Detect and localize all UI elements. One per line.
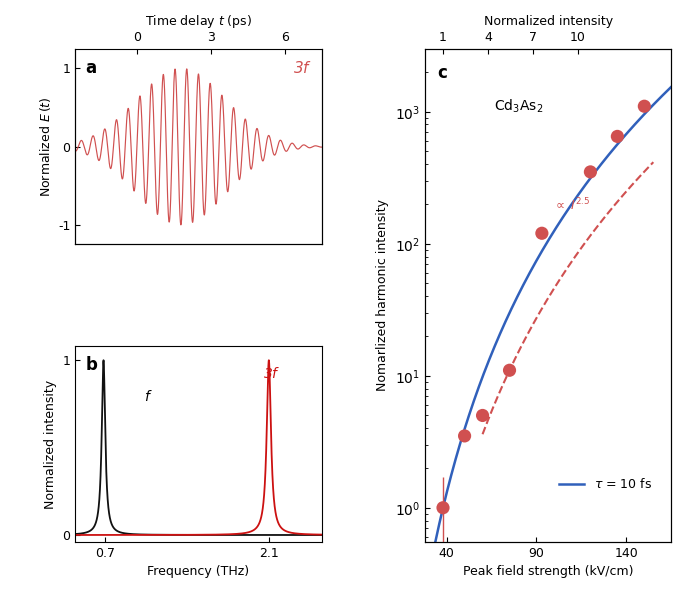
Text: $\propto$ $I^{2.5}$: $\propto$ $I^{2.5}$ [553,197,590,213]
Point [639,101,650,111]
X-axis label: Normalized intensity: Normalized intensity [484,15,612,28]
Text: $\mathbf{c}$: $\mathbf{c}$ [437,63,448,82]
Legend: $\tau$ = 10 fs: $\tau$ = 10 fs [554,473,658,496]
Point [536,228,547,238]
X-axis label: Peak field strength (kV/cm): Peak field strength (kV/cm) [463,565,634,579]
Text: Cd$_3$As$_2$: Cd$_3$As$_2$ [494,98,543,116]
Text: $\mathbf{b}$: $\mathbf{b}$ [85,356,99,374]
Text: 3$f$: 3$f$ [292,60,312,77]
Text: 3$f$: 3$f$ [262,366,280,381]
Point [612,132,623,141]
Y-axis label: Nomarlized harmonic intensity: Nomarlized harmonic intensity [376,199,389,392]
Point [504,365,515,375]
Text: $\mathbf{a}$: $\mathbf{a}$ [85,58,97,77]
Y-axis label: Normalized intensity: Normalized intensity [44,379,57,509]
Point [459,431,470,441]
Text: $f$: $f$ [145,389,153,404]
Point [438,503,449,513]
Y-axis label: Normalized $E\,(t)$: Normalized $E\,(t)$ [38,96,53,197]
X-axis label: Time delay $t$ (ps): Time delay $t$ (ps) [145,13,252,30]
Point [585,167,596,177]
X-axis label: Frequency (THz): Frequency (THz) [147,565,249,579]
Point [477,410,488,420]
